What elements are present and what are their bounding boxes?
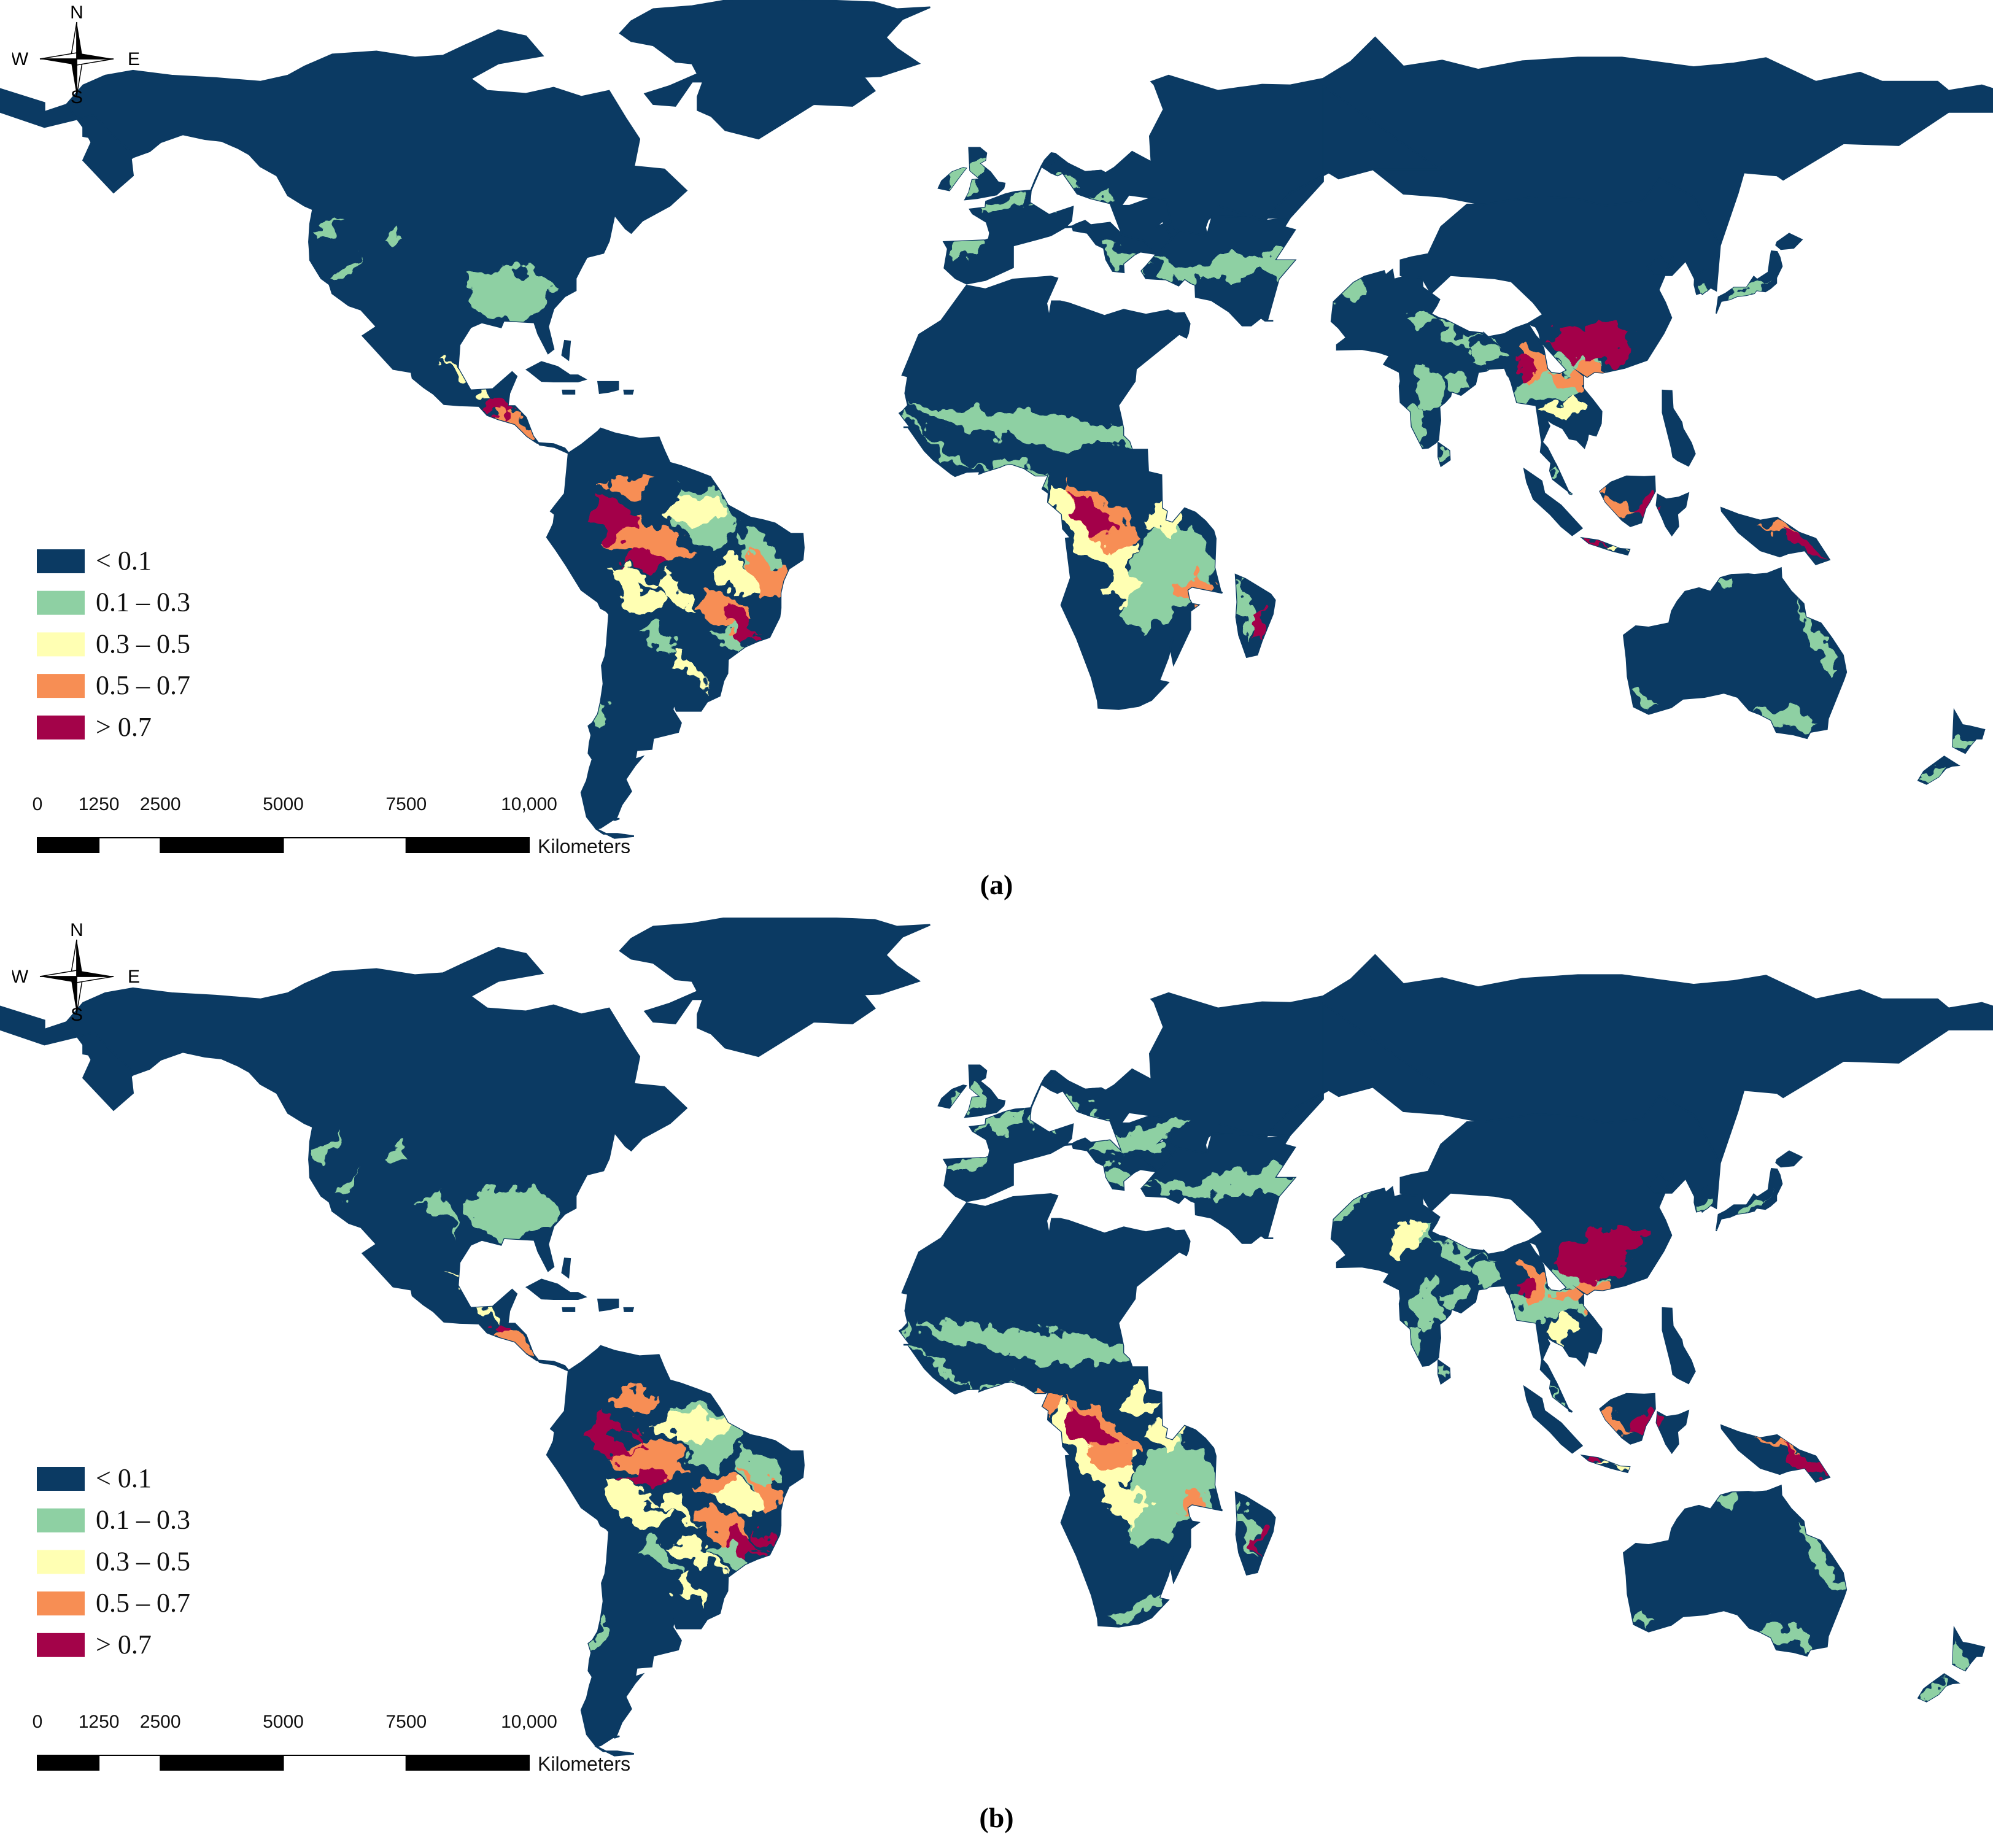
svg-text:7500: 7500 (385, 1712, 427, 1732)
svg-text:E: E (128, 49, 140, 69)
svg-text:< 0.1: < 0.1 (96, 1467, 152, 1493)
svg-text:W: W (12, 49, 29, 69)
svg-text:2500: 2500 (140, 1712, 181, 1732)
svg-text:Kilometers: Kilometers (538, 835, 630, 853)
svg-text:5000: 5000 (263, 1712, 304, 1732)
svg-text:> 0.7: > 0.7 (96, 1630, 152, 1660)
svg-text:Kilometers: Kilometers (538, 1753, 630, 1771)
svg-text:0.5 – 0.7: 0.5 – 0.7 (96, 1588, 190, 1618)
svg-text:W: W (12, 967, 29, 987)
svg-text:1250: 1250 (79, 1712, 120, 1732)
svg-text:0.1 – 0.3: 0.1 – 0.3 (96, 587, 190, 617)
svg-text:0.1 – 0.3: 0.1 – 0.3 (96, 1505, 190, 1535)
svg-text:1250: 1250 (79, 794, 120, 814)
svg-text:7500: 7500 (385, 794, 427, 814)
svg-text:0: 0 (33, 794, 43, 814)
svg-text:N: N (70, 922, 83, 940)
svg-text:10,000: 10,000 (501, 794, 557, 814)
svg-text:5000: 5000 (263, 794, 304, 814)
svg-text:0.5 – 0.7: 0.5 – 0.7 (96, 670, 190, 700)
svg-text:0.3 – 0.5: 0.3 – 0.5 (96, 1546, 190, 1576)
svg-text:> 0.7: > 0.7 (96, 712, 152, 742)
svg-text:2500: 2500 (140, 794, 181, 814)
svg-text:N: N (70, 5, 83, 23)
svg-text:10,000: 10,000 (501, 1712, 557, 1732)
svg-text:0.3 – 0.5: 0.3 – 0.5 (96, 628, 190, 659)
svg-text:0: 0 (33, 1712, 43, 1732)
svg-text:< 0.1: < 0.1 (96, 549, 152, 576)
svg-text:E: E (128, 967, 140, 987)
